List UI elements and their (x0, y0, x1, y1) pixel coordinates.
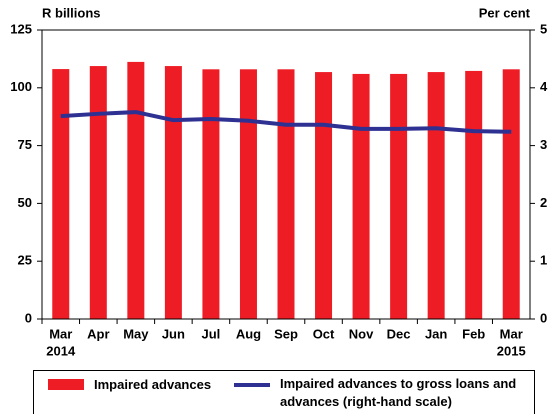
bar (315, 72, 333, 319)
x-year-label: 2014 (46, 343, 76, 358)
bar (52, 69, 70, 319)
x-tick-label: Apr (87, 326, 109, 341)
legend-item: Impaired advances to gross loans and adv… (234, 376, 524, 411)
y-tick-label: 0 (25, 310, 32, 325)
bar (277, 69, 295, 319)
x-year-label: 2015 (497, 343, 526, 358)
legend-label: Impaired advances (94, 377, 212, 392)
x-tick-label: Dec (387, 326, 411, 341)
x-tick-label: Nov (349, 326, 374, 341)
bar (89, 66, 107, 319)
x-tick-label: Aug (236, 326, 261, 341)
bar (127, 61, 145, 319)
y2-tick-label: 1 (540, 253, 547, 268)
y-tick-label: 50 (18, 195, 32, 210)
legend: Impaired advances Impaired advances to g… (33, 370, 535, 414)
y2-tick-label: 4 (540, 79, 548, 94)
legend-label: Impaired advances to gross loans and adv… (280, 376, 517, 409)
y2-tick-label: 0 (540, 310, 547, 325)
y-tick-label: 125 (10, 21, 32, 36)
y-tick-label: 100 (10, 79, 32, 94)
legend-swatch (234, 383, 270, 387)
y-axis-title: R billions (42, 5, 101, 20)
bar (390, 73, 408, 319)
x-tick-label: Oct (313, 326, 335, 341)
y2-tick-label: 3 (540, 137, 547, 152)
x-tick-label: Mar (49, 326, 72, 341)
chart: R billions Per cent 0 25 50 75 100 125 0 1 2 3 4 5 M… (10, 5, 548, 358)
x-tick-label: Mar (500, 326, 523, 341)
bar (502, 69, 520, 319)
line (60, 110, 512, 134)
bar (427, 72, 445, 319)
legend-item: Impaired advances (48, 377, 211, 392)
bar (239, 69, 257, 319)
x-tick-label: Feb (462, 326, 485, 341)
bar (352, 73, 370, 319)
x-tick-label: Jul (202, 326, 221, 341)
y2-axis-title: Per cent (479, 5, 531, 20)
x-tick-label: Jun (162, 326, 185, 341)
bar (164, 66, 182, 319)
y2-tick-label: 5 (540, 21, 547, 36)
x-tick-label: May (123, 326, 149, 341)
x-tick-label: Sep (274, 326, 298, 341)
x-tick-label: Jan (425, 326, 447, 341)
y2-tick-label: 2 (540, 195, 547, 210)
bar (465, 70, 483, 320)
plot-frame (41, 29, 531, 320)
bar (202, 69, 220, 319)
legend-swatch (48, 379, 84, 390)
y-tick-label: 75 (18, 137, 32, 152)
y-tick-label: 25 (18, 253, 32, 268)
